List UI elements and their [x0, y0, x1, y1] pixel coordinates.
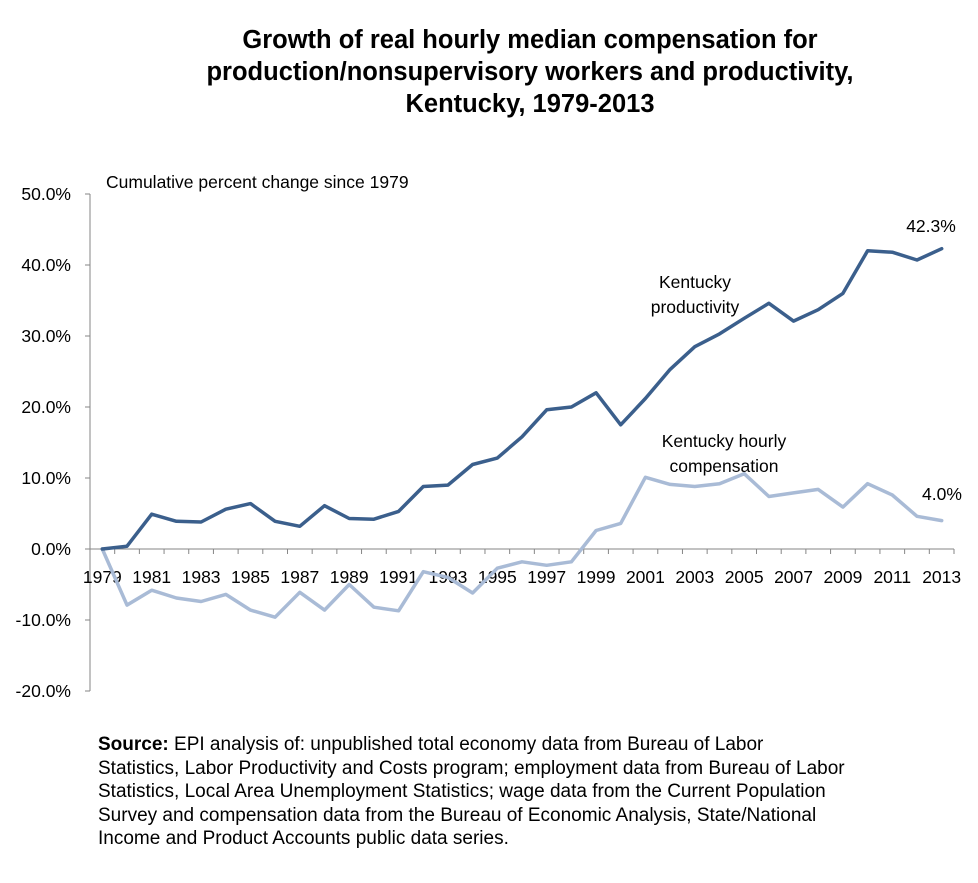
chart-title: Growth of real hourly median compensatio…: [80, 24, 978, 120]
x-tick-label: 2011: [873, 567, 911, 587]
y-axis-label: Cumulative percent change since 1979: [106, 172, 409, 192]
series-labels: Kentucky productivity Kentucky hourly co…: [651, 216, 962, 504]
x-tick-label: 2009: [823, 567, 862, 587]
x-tick-label: 1983: [182, 567, 221, 587]
y-tick-label: 10.0%: [21, 468, 71, 488]
source-label: Source:: [98, 734, 169, 755]
series-line-compensation: [100, 471, 944, 619]
x-tick-label: 2007: [774, 567, 813, 587]
x-tick-label: 1999: [577, 567, 616, 587]
x-tick-label: 1991: [379, 567, 418, 587]
x-tick-label: 2005: [725, 567, 764, 587]
y-tick-label: 40.0%: [21, 255, 71, 275]
y-tick-label: 0.0%: [31, 539, 71, 559]
y-tick-label: 30.0%: [21, 326, 71, 346]
source-note: Source: EPI analysis of: unpublished tot…: [98, 733, 968, 851]
y-tick-label: -10.0%: [16, 610, 71, 630]
series-line-productivity: [100, 246, 944, 551]
x-tick-label: 1995: [478, 567, 517, 587]
y-tick-label: 50.0%: [21, 184, 71, 204]
series-label-compensation-line-2: compensation: [670, 456, 779, 476]
y-tick-label: -20.0%: [16, 681, 71, 701]
title-line-1: Growth of real hourly median compensatio…: [242, 26, 818, 54]
series-lines: [100, 246, 944, 619]
source-text: EPI analysis of: unpublished total econo…: [98, 734, 845, 849]
title-line-3: Kentucky, 1979-2013: [405, 90, 655, 118]
x-tick-label: 1997: [527, 567, 566, 587]
x-tick-label: 1987: [280, 567, 319, 587]
title-line-2: production/nonsupervisory workers and pr…: [206, 58, 854, 86]
x-tick-label: 2003: [675, 567, 714, 587]
x-tick-label: 2001: [626, 567, 665, 587]
x-tick-label: 1989: [330, 567, 369, 587]
end-label-productivity: 42.3%: [906, 216, 956, 236]
x-tick-label: 2013: [922, 567, 961, 587]
series-label-productivity-line-1: Kentucky: [659, 272, 731, 292]
series-label-compensation-line-1: Kentucky hourly: [662, 431, 787, 451]
end-label-compensation: 4.0%: [922, 484, 962, 504]
series-label-productivity-line-2: productivity: [651, 297, 740, 317]
y-tick-label: 20.0%: [21, 397, 71, 417]
x-tick-label: 1985: [231, 567, 270, 587]
x-tick-label: 1981: [132, 567, 171, 587]
axes: -20.0% -10.0% 0.0% 10.0% 20.0% 30.0% 40.0% 50.0…: [16, 184, 962, 701]
